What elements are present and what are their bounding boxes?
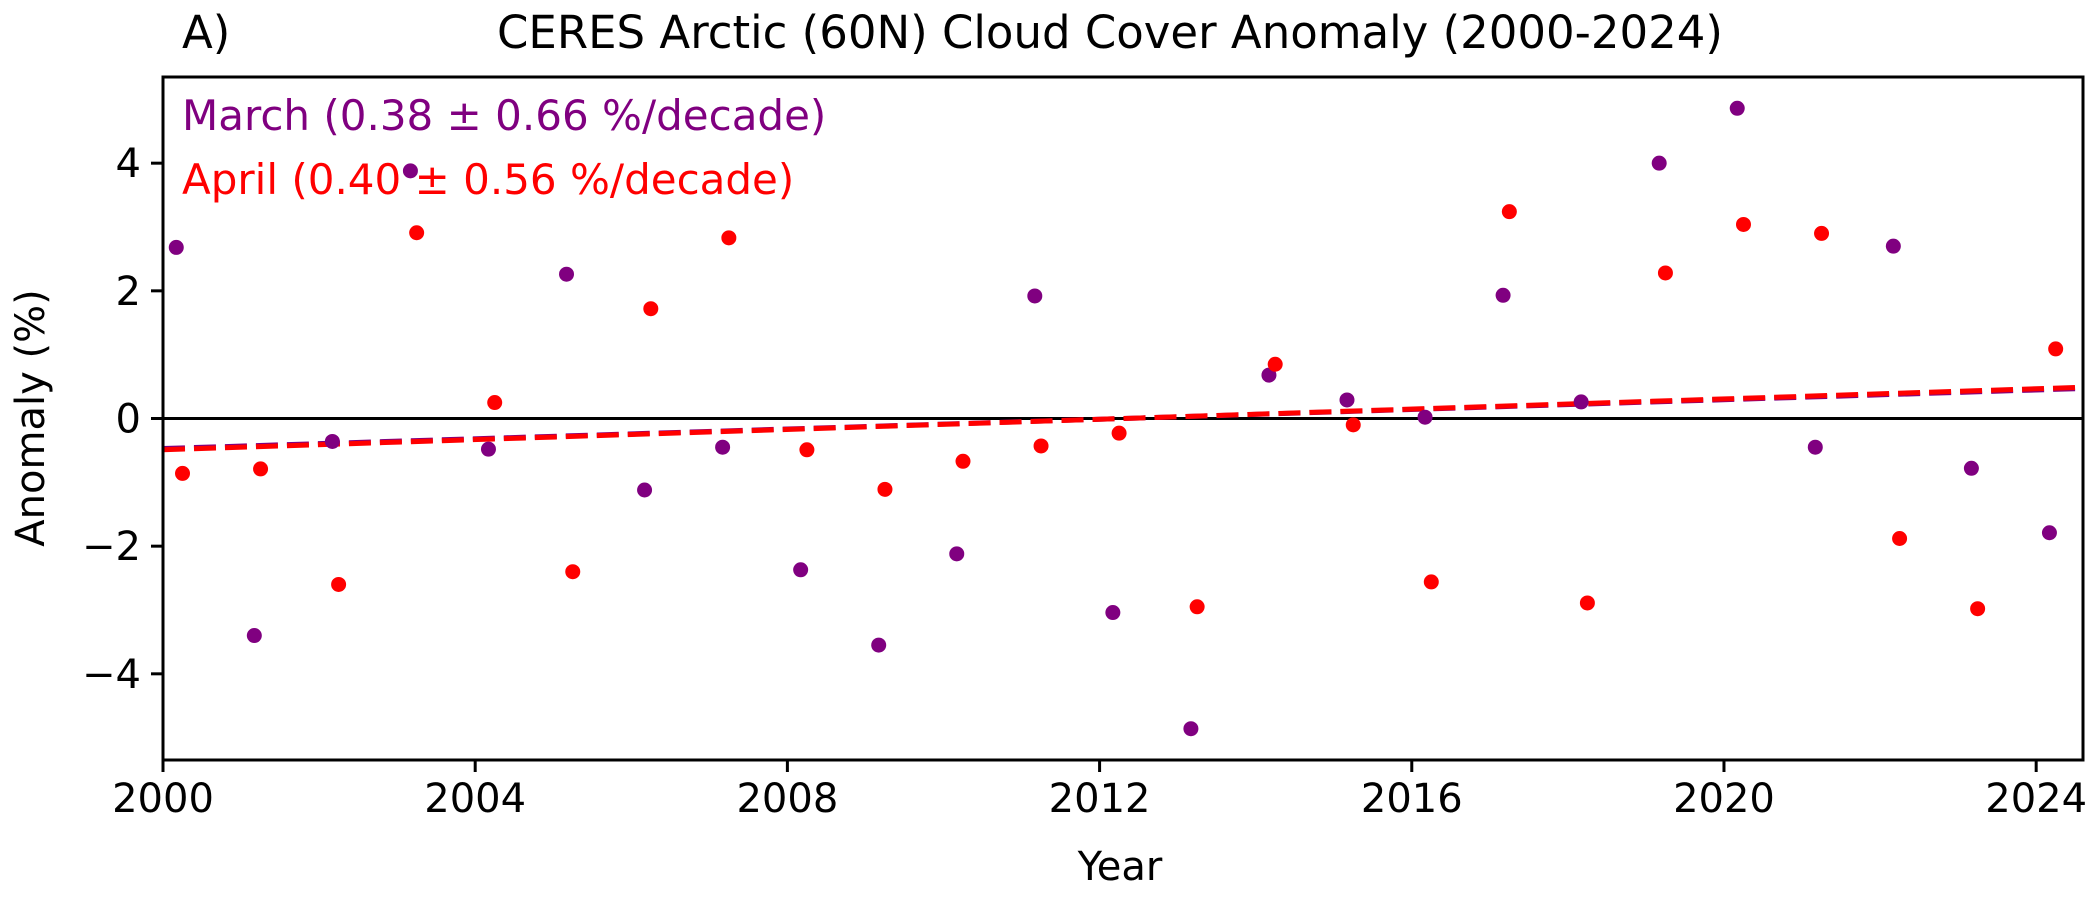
data-point-march xyxy=(1729,100,1745,116)
plot-area: 2000 2004 2008 2012 2016 2020 2024 −4 −2 0 2 4 xyxy=(82,75,2087,822)
data-point-march xyxy=(871,637,887,653)
data-point-march xyxy=(1885,238,1901,254)
data-point-april xyxy=(1579,595,1595,611)
data-point-april xyxy=(487,395,503,411)
y-tick-label: −2 xyxy=(82,524,141,570)
data-point-march xyxy=(637,482,653,498)
data-point-march xyxy=(1651,155,1667,171)
data-point-april xyxy=(565,564,581,580)
x-tick-label: 2000 xyxy=(112,776,214,822)
data-point-april xyxy=(1892,531,1908,547)
data-point-march xyxy=(1417,409,1433,425)
data-point-april xyxy=(1501,204,1517,220)
data-point-april xyxy=(1189,599,1205,615)
data-point-april xyxy=(253,461,269,477)
data-point-april xyxy=(2048,341,2064,357)
data-point-march xyxy=(1183,721,1199,737)
data-point-march xyxy=(1261,367,1277,383)
data-point-april xyxy=(799,442,815,458)
data-point-march xyxy=(1573,394,1589,410)
legend-entry-march: March (0.38 ± 0.66 %/decade) xyxy=(182,91,826,140)
data-point-march xyxy=(1339,392,1355,408)
data-point-april xyxy=(1267,356,1283,372)
data-point-march xyxy=(1963,460,1979,476)
data-point-march xyxy=(480,441,496,457)
data-point-april xyxy=(877,481,893,497)
y-tick-label: −4 xyxy=(82,652,141,698)
x-tick-label: 2016 xyxy=(1361,776,1463,822)
data-point-march xyxy=(1027,288,1043,304)
data-point-march xyxy=(949,546,965,562)
trend-line-april xyxy=(162,384,2084,453)
x-axis-label: Year xyxy=(1077,844,1163,890)
legend: March (0.38 ± 0.66 %/decade) April (0.40… xyxy=(182,91,826,204)
data-point-april xyxy=(955,453,971,469)
data-point-april xyxy=(1970,601,1986,617)
data-point-march xyxy=(1105,605,1121,621)
data-point-april xyxy=(1814,225,1830,241)
data-point-march xyxy=(793,562,809,578)
data-point-april xyxy=(1033,438,1049,454)
x-tick-label: 2008 xyxy=(736,776,838,822)
y-tick-label: 2 xyxy=(116,269,141,315)
y-axis-label: Anomaly (%) xyxy=(8,289,54,546)
data-point-march xyxy=(246,628,262,644)
data-point-april xyxy=(409,225,425,241)
data-point-march xyxy=(402,163,418,179)
y-tick-label: 0 xyxy=(116,397,141,443)
panel-label: A) xyxy=(182,6,230,59)
chart-title: CERES Arctic (60N) Cloud Cover Anomaly (… xyxy=(497,6,1723,59)
x-tick-label: 2024 xyxy=(1985,776,2087,822)
data-point-april xyxy=(643,301,659,317)
data-point-april xyxy=(1735,216,1751,232)
data-point-april xyxy=(1423,574,1439,590)
x-tick-label: 2020 xyxy=(1673,776,1775,822)
data-point-march xyxy=(324,433,340,449)
data-point-march xyxy=(1807,439,1823,455)
data-point-march xyxy=(168,239,184,255)
x-tick-label: 2004 xyxy=(424,776,526,822)
data-point-march xyxy=(559,266,575,282)
y-tick-label: 4 xyxy=(116,141,141,187)
data-point-april xyxy=(331,576,347,592)
data-point-april xyxy=(1657,265,1673,281)
data-point-april xyxy=(1111,425,1127,441)
data-point-april xyxy=(721,230,737,246)
data-point-april xyxy=(1345,417,1361,433)
data-point-march xyxy=(715,439,731,455)
data-point-march xyxy=(2041,525,2057,541)
data-point-april xyxy=(175,465,191,481)
legend-entry-april: April (0.40 ± 0.56 %/decade) xyxy=(182,155,794,204)
data-point-march xyxy=(1495,287,1511,303)
x-tick-label: 2012 xyxy=(1049,776,1151,822)
